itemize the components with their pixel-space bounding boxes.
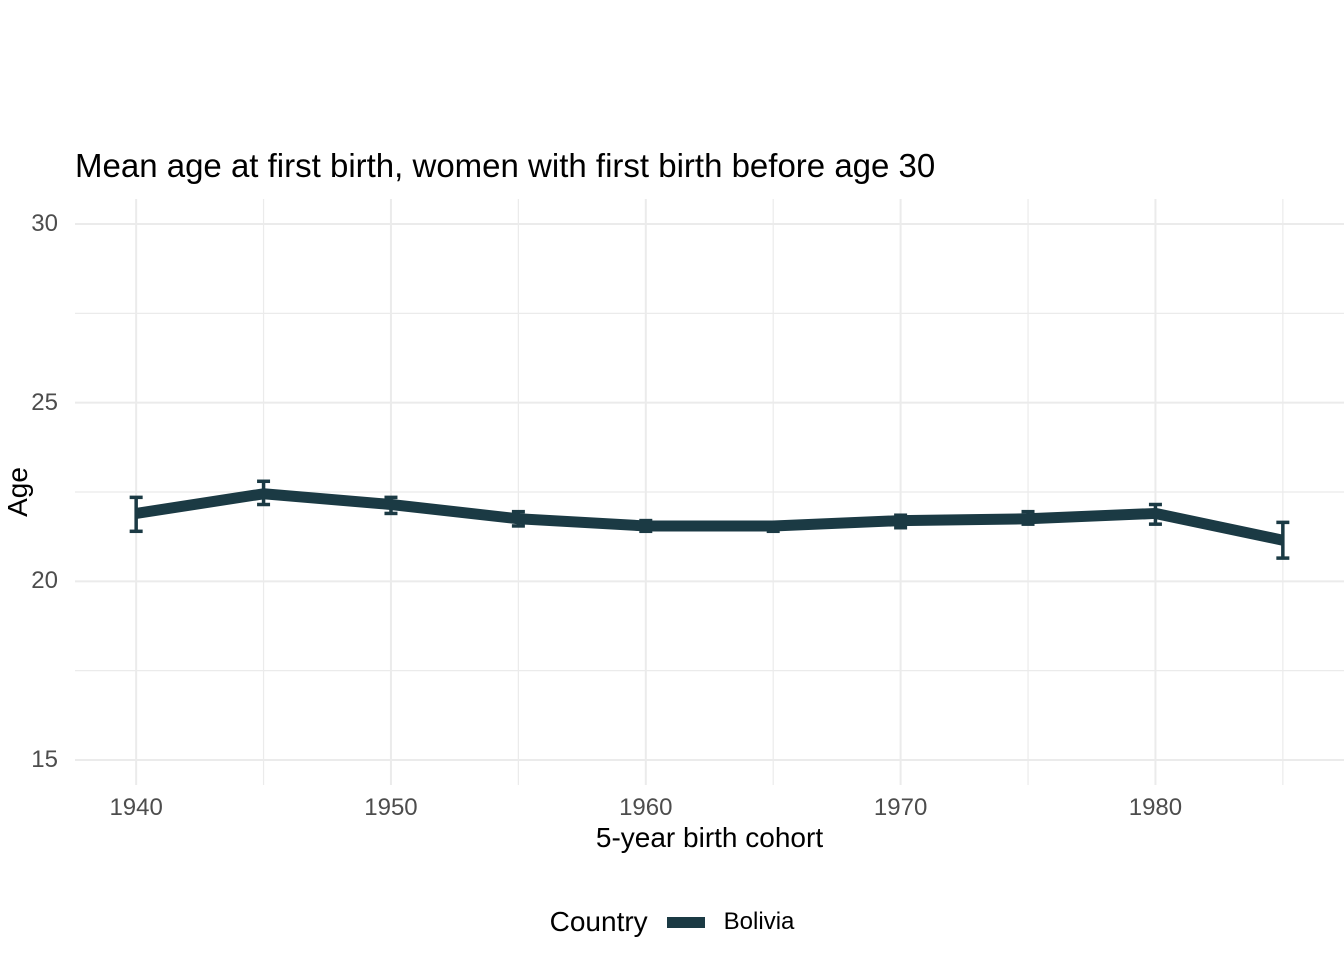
y-tick-label: 30 [31,210,58,237]
y-tick-label: 25 [31,388,58,416]
x-axis-title: 5-year birth cohort [595,822,824,853]
x-tick-label: 1960 [619,794,673,821]
legend-key-line [666,916,705,928]
series-line-bolivia [135,488,1284,546]
legend-title: Country [549,906,648,937]
x-tick-label: 1940 [109,794,163,821]
legend: Country Bolivia [0,900,1344,944]
x-tick-label: 1980 [1128,794,1183,821]
y-tick-label: 20 [31,567,58,595]
y-axis-title: Age [2,467,33,517]
y-tick-label: 15 [31,745,58,773]
chart-title: Mean age at first birth, women with firs… [75,147,936,184]
x-tick-label: 1950 [364,794,418,821]
x-tick-label: 1970 [873,794,928,821]
legend-label-bolivia: Bolivia [723,908,795,935]
